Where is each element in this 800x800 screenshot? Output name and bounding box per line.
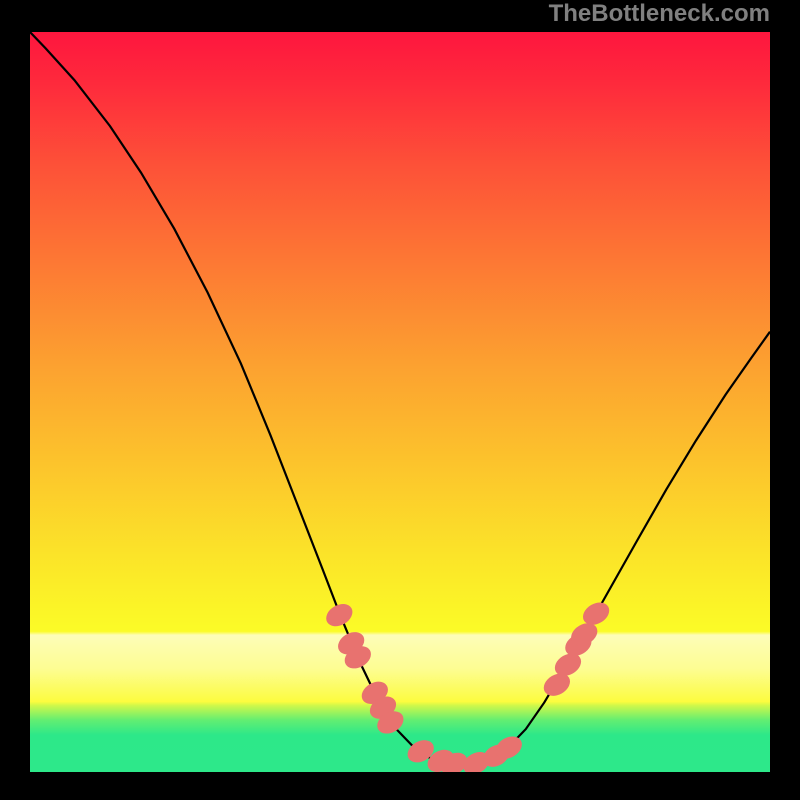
watermark-text: TheBottleneck.com [549,0,770,28]
plot-background [30,32,770,772]
plot-area [30,32,770,772]
